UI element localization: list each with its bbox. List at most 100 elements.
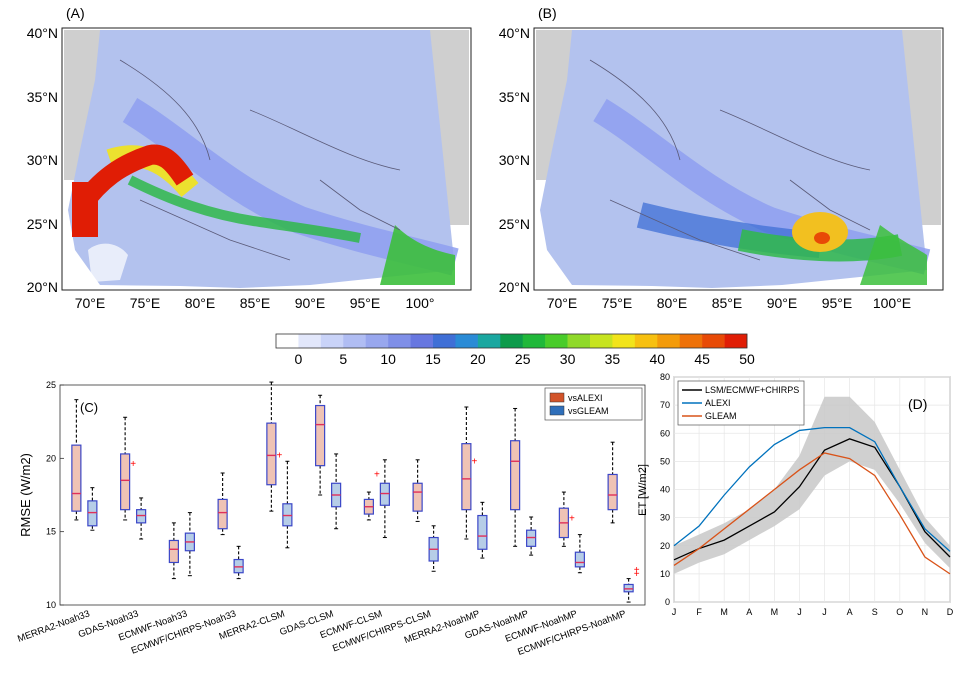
colorbar-cell (276, 334, 299, 348)
box-vsalexi (607, 441, 618, 524)
map-b-orange-core (814, 232, 830, 244)
map-panel-a: (A) (61, 5, 472, 291)
box-body (120, 453, 131, 511)
map-a-lat-tick: 25°N (27, 216, 58, 232)
colorbar-cell (455, 334, 479, 348)
box-body (315, 404, 326, 467)
box-series: +++++++ (71, 381, 640, 603)
box-y-tick-label: 15 (46, 527, 56, 537)
line-x-tick-label: D (947, 607, 954, 617)
colorbar-label: 20 (470, 351, 486, 367)
map-b-lat-tick: 40°N (499, 25, 530, 41)
map-b-lat-tick: 25°N (499, 216, 530, 232)
box-outlier: + (634, 569, 640, 580)
box-x-tick-labels: MERRA2-Noah33GDAS-Noah33ECMWF-Noah33ECMW… (16, 608, 627, 658)
colorbar-cell (522, 334, 546, 348)
map-b-lon-tick: 70°E (547, 295, 578, 311)
map-b-east-green (860, 225, 927, 285)
map-b-lon-tick: 90°E (767, 295, 798, 311)
box-y-axis-label: RMSE (W/m2) (18, 453, 33, 537)
box-body (607, 473, 618, 511)
colorbar-label: 50 (739, 351, 755, 367)
line-y-tick-label: 0 (665, 597, 670, 607)
line-y-tick-label: 10 (660, 569, 670, 579)
line-x-tick-label: F (696, 607, 702, 617)
box-plot-frame (59, 384, 646, 606)
colorbar-cells (276, 334, 748, 348)
map-b-lon-tick: 80°E (657, 295, 688, 311)
colorbar-cell (477, 334, 501, 348)
line-y-tick-label: 20 (660, 541, 670, 551)
colorbar-cell (410, 334, 434, 348)
box-outlier: + (276, 450, 282, 461)
box-body (266, 422, 277, 486)
box-vsgleam (282, 460, 293, 549)
map-b-lon-tick: 85°E (712, 295, 743, 311)
colorbar: 0 5 10 15 20 25 30 35 40 45 50 (275, 333, 755, 367)
box-vsalexi (315, 394, 326, 496)
map-b-yellow-hotspot (792, 212, 848, 252)
map-b-lon-tick: 95°E (822, 295, 853, 311)
box-body (477, 514, 488, 550)
box-body (623, 583, 634, 593)
legend-label-alexi: vsALEXI (568, 393, 603, 403)
colorbar-cell (298, 334, 322, 348)
box-outlier: + (569, 513, 575, 524)
line-panel-d: 0 10 20 30 40 50 60 70 80 J F M A M J J A S O N D ET [W/m2]… (637, 372, 954, 617)
line-series-1 (673, 426, 951, 552)
box-vsgleam: ++ (623, 565, 640, 603)
map-b-lat-tick: 20°N (499, 279, 530, 295)
map-tick-labels: 40°N 35°N 30°N 25°N 20°N 70°E 75°E 80°E 85°E 90°E… (27, 25, 911, 311)
colorbar-cell (590, 334, 613, 348)
box-panel-label: (C) (80, 400, 98, 415)
colorbar-cell (500, 334, 524, 348)
box-body (461, 443, 472, 511)
box-body (87, 500, 98, 527)
box-outlier: + (471, 456, 477, 467)
line-y-tick-label: 30 (660, 513, 670, 523)
line-y-tick-label: 60 (660, 428, 670, 438)
line-panel-label: (D) (908, 396, 927, 412)
line-x-tick-label: O (896, 607, 903, 617)
map-a-lat-tick: 30°N (27, 152, 58, 168)
box-body (233, 558, 244, 574)
map-a-panel-label: (A) (66, 5, 85, 21)
legend-swatch-alexi (549, 392, 565, 403)
colorbar-label: 25 (515, 351, 531, 367)
map-a-lon-tick: 90°E (295, 295, 326, 311)
box-y-ticks: 10 15 20 25 (46, 380, 64, 610)
box-outlier: + (130, 459, 136, 470)
map-b-lat-tick: 30°N (499, 152, 530, 168)
box-vsalexi: + (120, 416, 136, 521)
box-vsalexi (510, 407, 521, 547)
box-vsalexi (412, 459, 423, 522)
map-a-lat-tick: 20°N (27, 279, 58, 295)
map-b-lon-tick: 100°E (873, 295, 911, 311)
box-vsalexi: + (363, 469, 380, 521)
colorbar-cell (545, 334, 568, 348)
map-panel-b: (B) (533, 5, 944, 291)
map-a-lon-tick: 70°E (75, 295, 106, 311)
box-vsgleam (331, 453, 342, 530)
colorbar-cell (702, 334, 725, 348)
box-body (136, 509, 147, 524)
box-outlier: + (634, 565, 640, 576)
colorbar-label: 0 (295, 351, 303, 367)
line-x-tick-label: A (847, 607, 853, 617)
line-y-tick-label: 70 (660, 400, 670, 410)
box-vsalexi: + (266, 381, 282, 512)
map-a-lat-tick: 35°N (27, 89, 58, 105)
line-y-axis-label: ET [W/m2] (637, 464, 649, 516)
box-vsgleam (477, 501, 488, 559)
box-vsalexi (71, 399, 82, 521)
colorbar-cell (320, 334, 344, 348)
line-y-tick-label: 80 (660, 372, 670, 382)
legend-swatch-gleam (549, 405, 565, 416)
map-a-borders (119, 59, 401, 261)
box-body (168, 539, 179, 564)
colorbar-label: 45 (694, 351, 710, 367)
box-body (412, 482, 423, 512)
map-a-lon-tick: 80°E (185, 295, 216, 311)
colorbar-cell (365, 334, 389, 348)
